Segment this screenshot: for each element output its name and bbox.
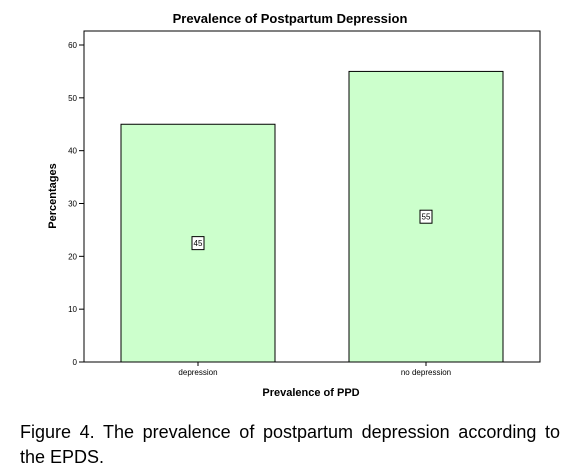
data-label: 45 <box>194 239 203 248</box>
figure-caption: Figure 4. The prevalence of postpartum d… <box>20 420 560 470</box>
bars: 45 55 <box>120 70 504 363</box>
y-tick-label: 40 <box>68 147 77 156</box>
figure-caption-text: The prevalence of postpartum depression … <box>20 422 560 467</box>
y-axis-title: Percentages <box>47 163 59 228</box>
y-tick-label: 30 <box>68 200 77 209</box>
plot-frame <box>83 30 541 363</box>
y-tick-label: 50 <box>68 94 77 103</box>
y-tick-label: 20 <box>68 252 77 261</box>
x-axis: depression no depression <box>178 362 451 377</box>
x-tick-label: no depression <box>401 368 451 377</box>
chart-title: Prevalence of Postpartum Depression <box>173 11 408 26</box>
x-axis-title: Prevalence of PPD <box>262 387 359 399</box>
y-tick-label: 60 <box>68 41 77 50</box>
bar-chart: Prevalence of Postpartum Depression 0 10 2… <box>47 11 541 399</box>
data-label: 55 <box>422 213 431 222</box>
data-label-box <box>419 209 433 224</box>
x-tick-label: depression <box>178 368 217 377</box>
y-tick-label: 0 <box>73 358 78 367</box>
data-label-box <box>191 236 205 251</box>
figure-label: Figure 4. <box>20 422 95 442</box>
y-tick-label: 10 <box>68 305 77 314</box>
y-axis: 0 10 20 30 40 50 60 <box>68 41 84 367</box>
